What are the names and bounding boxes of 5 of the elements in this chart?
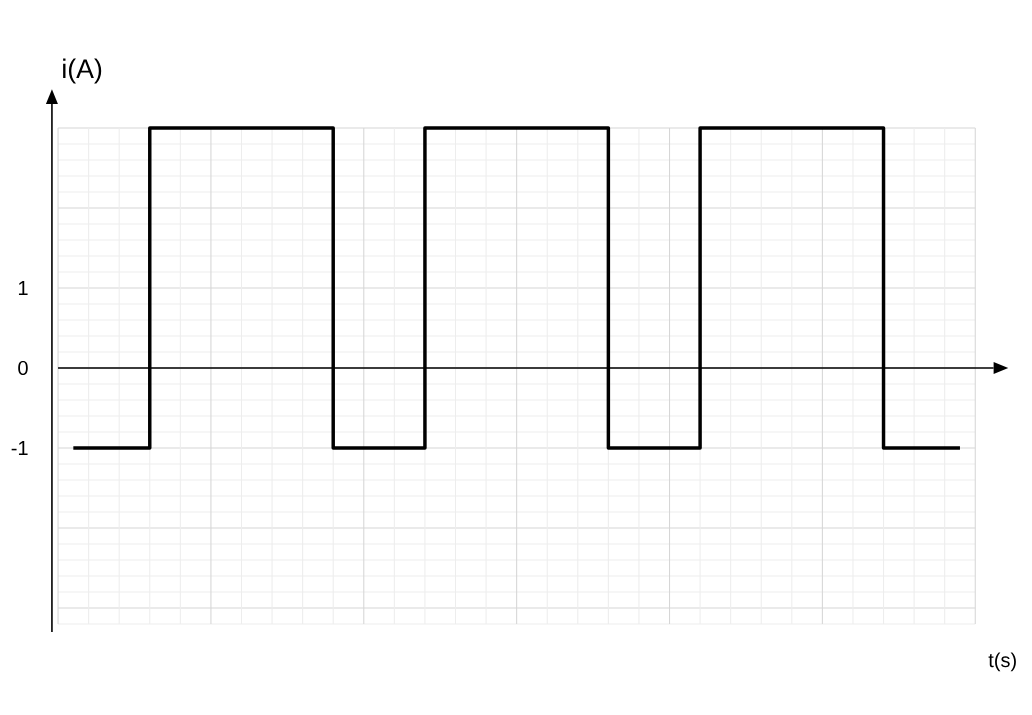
y-tick-label: -1	[11, 441, 28, 455]
y-tick-label: 1	[18, 281, 28, 295]
y-axis-title: i(A)	[63, 58, 102, 84]
y-tick-label: 0	[18, 360, 28, 376]
x-axis-title: t(s)	[988, 652, 1016, 672]
